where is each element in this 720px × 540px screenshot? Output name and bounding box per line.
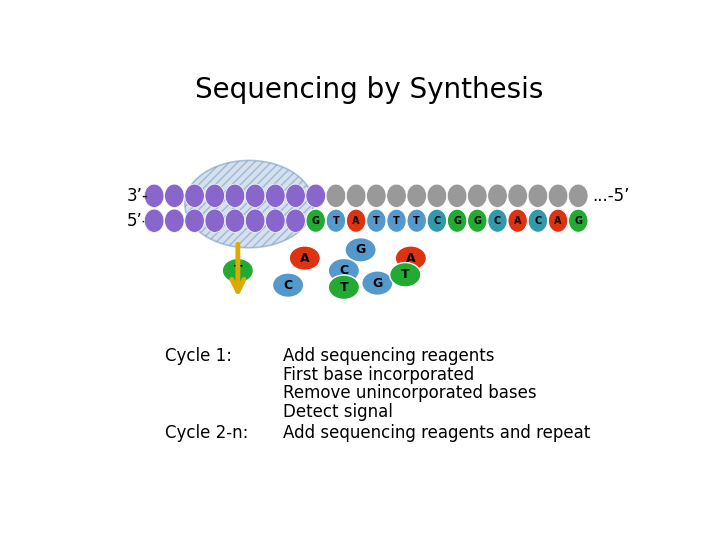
Ellipse shape <box>366 209 386 232</box>
Ellipse shape <box>185 184 204 207</box>
Ellipse shape <box>508 209 528 232</box>
Text: 5’-: 5’- <box>127 212 148 230</box>
Ellipse shape <box>467 184 487 207</box>
Ellipse shape <box>145 184 164 207</box>
Ellipse shape <box>266 184 285 207</box>
Text: T: T <box>373 215 379 226</box>
Text: Cycle 1:: Cycle 1: <box>166 347 233 365</box>
Ellipse shape <box>487 209 507 232</box>
Ellipse shape <box>328 259 359 283</box>
Ellipse shape <box>487 184 507 207</box>
Ellipse shape <box>427 184 446 207</box>
Text: A: A <box>554 215 562 226</box>
Text: First base incorporated: First base incorporated <box>282 366 474 383</box>
Text: T: T <box>393 215 400 226</box>
Ellipse shape <box>395 246 426 271</box>
Ellipse shape <box>289 246 320 271</box>
Text: Remove unincorporated bases: Remove unincorporated bases <box>282 384 536 402</box>
Ellipse shape <box>387 184 406 207</box>
Ellipse shape <box>266 209 285 232</box>
Ellipse shape <box>246 184 265 207</box>
Ellipse shape <box>508 184 528 207</box>
Ellipse shape <box>569 184 588 207</box>
Ellipse shape <box>246 209 265 232</box>
Ellipse shape <box>286 184 305 207</box>
Ellipse shape <box>549 184 568 207</box>
Ellipse shape <box>225 184 245 207</box>
Text: C: C <box>433 215 441 226</box>
Ellipse shape <box>427 209 446 232</box>
Ellipse shape <box>165 184 184 207</box>
Ellipse shape <box>306 209 325 232</box>
Ellipse shape <box>345 238 377 262</box>
Text: T: T <box>333 215 339 226</box>
Ellipse shape <box>328 275 359 300</box>
Text: G: G <box>312 215 320 226</box>
Text: G: G <box>453 215 461 226</box>
Ellipse shape <box>326 184 346 207</box>
Ellipse shape <box>225 209 245 232</box>
Ellipse shape <box>447 209 467 232</box>
Text: A: A <box>300 252 310 265</box>
Text: G: G <box>473 215 481 226</box>
Text: C: C <box>494 215 501 226</box>
Ellipse shape <box>528 184 548 207</box>
Text: C: C <box>339 264 348 277</box>
Ellipse shape <box>549 209 568 232</box>
Text: T: T <box>401 268 410 281</box>
Text: 3’-: 3’- <box>127 187 148 205</box>
Ellipse shape <box>366 184 386 207</box>
Text: G: G <box>356 244 366 256</box>
Text: T: T <box>340 281 348 294</box>
Text: G: G <box>372 276 382 289</box>
Text: C: C <box>284 279 292 292</box>
Ellipse shape <box>569 209 588 232</box>
Ellipse shape <box>222 259 253 283</box>
Text: G: G <box>575 215 582 226</box>
Ellipse shape <box>390 262 421 287</box>
Ellipse shape <box>528 209 548 232</box>
Ellipse shape <box>165 209 184 232</box>
Text: Sequencing by Synthesis: Sequencing by Synthesis <box>195 76 543 104</box>
Ellipse shape <box>185 160 313 248</box>
Ellipse shape <box>447 184 467 207</box>
Ellipse shape <box>326 209 346 232</box>
Text: C: C <box>534 215 541 226</box>
Text: A: A <box>514 215 521 226</box>
Ellipse shape <box>205 209 225 232</box>
Text: ...-5’: ...-5’ <box>593 187 630 205</box>
Text: Add sequencing reagents: Add sequencing reagents <box>282 347 494 365</box>
Ellipse shape <box>185 209 204 232</box>
Ellipse shape <box>387 209 406 232</box>
Text: Add sequencing reagents and repeat: Add sequencing reagents and repeat <box>282 424 590 442</box>
Text: Cycle 2-n:: Cycle 2-n: <box>166 424 248 442</box>
Ellipse shape <box>286 209 305 232</box>
Text: A: A <box>406 252 415 265</box>
Ellipse shape <box>407 184 426 207</box>
Ellipse shape <box>145 209 164 232</box>
Ellipse shape <box>272 273 304 298</box>
Ellipse shape <box>467 209 487 232</box>
Ellipse shape <box>407 209 426 232</box>
Ellipse shape <box>346 184 366 207</box>
Ellipse shape <box>361 271 393 295</box>
Ellipse shape <box>205 184 225 207</box>
Text: T: T <box>233 264 242 277</box>
Text: T: T <box>413 215 420 226</box>
Ellipse shape <box>346 209 366 232</box>
Ellipse shape <box>306 184 325 207</box>
Text: Detect signal: Detect signal <box>282 403 392 421</box>
Text: A: A <box>352 215 360 226</box>
